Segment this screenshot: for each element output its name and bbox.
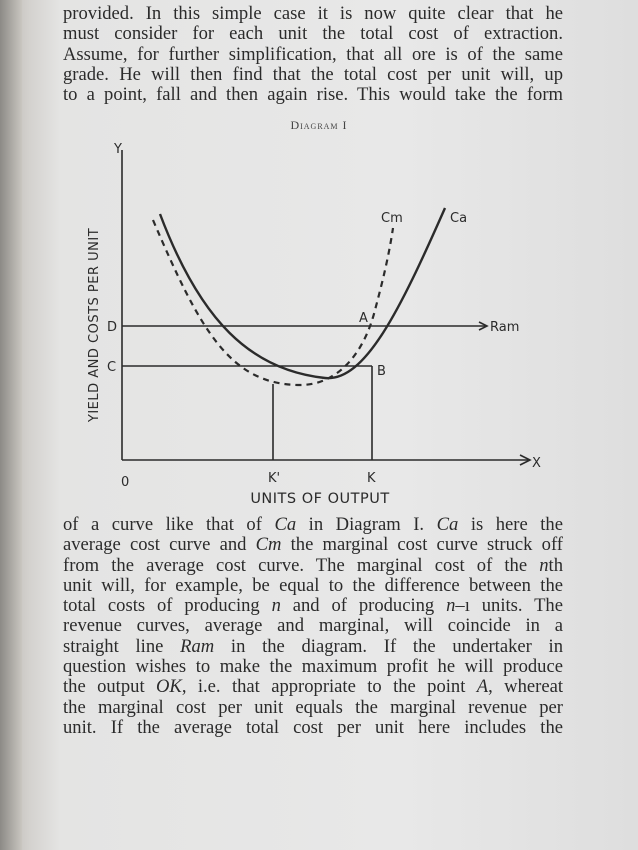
- italic-run: n: [539, 554, 549, 576]
- italic-run: OK: [155, 676, 182, 698]
- italic-run: Ca: [436, 514, 459, 535]
- text-run: the marginal cost per unit equals the ma…: [63, 696, 563, 718]
- text-run: and of producing: [280, 595, 447, 617]
- text-run: is here the: [458, 514, 563, 535]
- k-label: K: [367, 471, 376, 486]
- origin-label: 0: [121, 475, 129, 490]
- text-run: , i.e. that appropriate to the point: [181, 676, 477, 698]
- point-b-label: B: [377, 364, 386, 379]
- text-line: unit. If the average total cost per unit…: [63, 716, 563, 738]
- ca-label: Ca: [450, 211, 467, 226]
- paragraph-bottom: of a curve like that of Ca in Diagram I.…: [63, 514, 564, 738]
- text-line: Assume, for further simplification, that…: [63, 43, 563, 65]
- text-run: question wishes to make the maximum prof…: [63, 656, 563, 678]
- text-run: th: [548, 554, 563, 576]
- text-run: unit. If the average total cost per unit…: [63, 716, 563, 738]
- c-label: C: [107, 360, 116, 375]
- ram-arrow: [478, 321, 489, 331]
- x-axis-letter: X: [532, 456, 541, 471]
- text-run: –ı units. The: [455, 595, 563, 617]
- cm-curve: [151, 219, 395, 387]
- y-axis-title: YIELD AND COSTS PER UNIT: [87, 228, 102, 423]
- text-run: revenue curves, average and marginal, wi…: [63, 615, 563, 637]
- text-line: straight line Ram in the diagram. If the…: [63, 635, 564, 657]
- text-run: total costs of producing: [63, 595, 272, 617]
- italic-run: n: [271, 595, 281, 617]
- italic-run: n: [446, 595, 456, 617]
- text-run: in Diagram I.: [296, 514, 437, 535]
- text-run: the marginal cost curve struck off: [281, 534, 563, 556]
- text-line: the output OK, i.e. that appropriate to …: [63, 677, 563, 697]
- text-run: from the average cost curve. The margina…: [63, 554, 540, 576]
- italic-run: Ram: [180, 635, 215, 657]
- text-run: unit will, for example, be equal to the …: [63, 574, 563, 596]
- text-line: total costs of producing n and of produc…: [63, 596, 563, 616]
- diagram-caption: Diagram I: [290, 118, 348, 132]
- text-line: of a curve like that of Ca in Diagram I.…: [63, 514, 563, 535]
- facing-page-edge: [0, 0, 22, 850]
- text-line: unit will, for example, be equal to the …: [63, 574, 563, 596]
- paragraph-top: provided. In this simple case it is now …: [63, 3, 563, 106]
- d-label: D: [107, 320, 117, 335]
- x-axis-arrow: [519, 454, 532, 466]
- cm-label: Cm: [381, 211, 403, 226]
- text-run: the output: [63, 676, 156, 698]
- text-run: straight line: [63, 635, 181, 657]
- point-a-label: A: [359, 311, 368, 326]
- text-run: of a curve like that of: [63, 514, 275, 535]
- text-line: average cost curve and Cm the marginal c…: [63, 535, 563, 555]
- text-line: the marginal cost per unit equals the ma…: [63, 696, 563, 718]
- text-run: , whereat: [488, 676, 563, 698]
- italic-run: A: [476, 676, 489, 698]
- ca-curve: [158, 207, 447, 380]
- text-line: revenue curves, average and marginal, wi…: [63, 616, 563, 636]
- text-run: in the diagram. If the undertaker in: [214, 635, 564, 657]
- y-axis-letter: Y: [113, 142, 122, 157]
- italic-run: Cm: [255, 534, 282, 556]
- text-line: to a point, fall and then again rise. Th…: [63, 84, 563, 106]
- k-prime-label: K': [268, 471, 280, 486]
- ram-label: Ram: [490, 320, 519, 335]
- text-line: grade. He will then find that the total …: [63, 63, 563, 85]
- italic-run: Ca: [274, 514, 297, 535]
- text-line: must consider for each unit the total co…: [63, 23, 563, 45]
- x-axis-title: UNITS OF OUTPUT: [250, 491, 389, 507]
- text-line: provided. In this simple case it is now …: [63, 3, 563, 24]
- text-line: question wishes to make the maximum prof…: [63, 656, 563, 678]
- text-run: average cost curve and: [63, 534, 256, 556]
- text-line: from the average cost curve. The margina…: [63, 554, 563, 576]
